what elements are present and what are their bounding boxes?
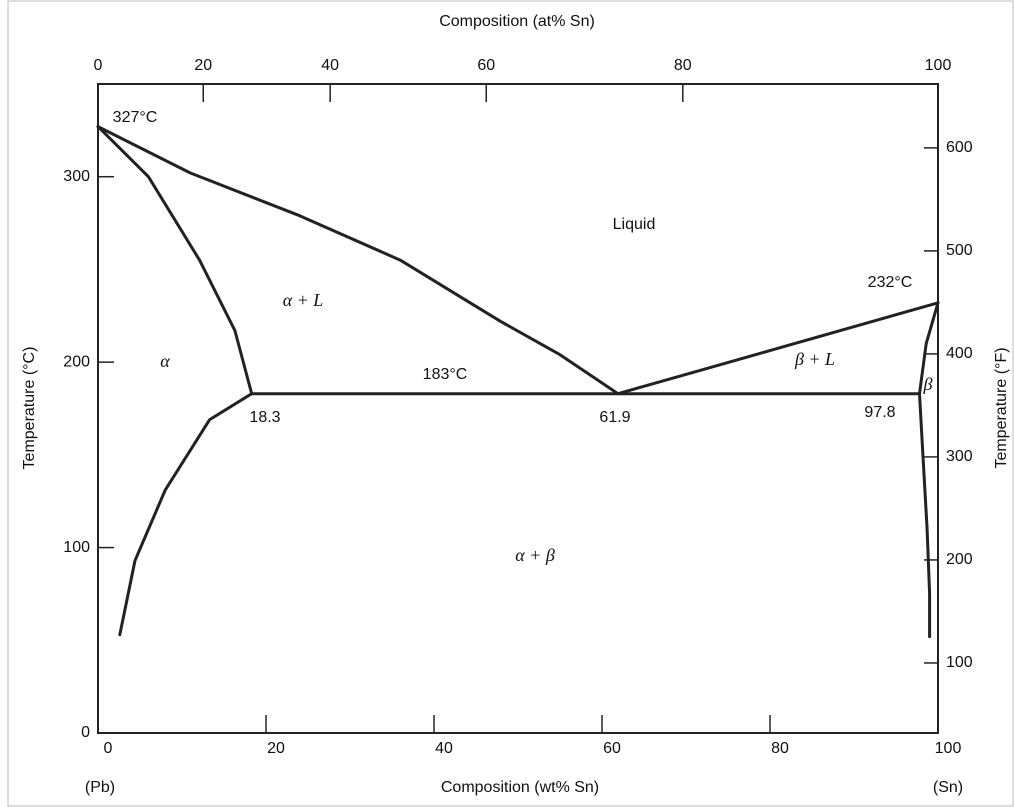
annotation: α + β [515,545,555,565]
y2-tick-label: 500 [946,242,973,259]
x2-tick-label: 100 [925,57,952,74]
annotation: 232°C [868,274,913,291]
plot-frame [98,84,938,733]
end-label: (Sn) [933,779,963,796]
y-tick-label: 200 [63,353,90,370]
y2-tick-label: 600 [946,139,973,156]
y-axis-title: Temperature (°C) [21,347,38,470]
annotation: 61.9 [599,409,630,426]
annotation: β [923,374,933,394]
x-tick-label: 40 [435,740,453,757]
phase-boundary [98,127,618,394]
x-axis-title: Composition (wt% Sn) [441,779,599,796]
x2-tick-label: 0 [94,57,103,74]
annotation: 97.8 [864,404,895,421]
y2-tick-label: 200 [946,551,973,568]
page-frame [8,1,1013,806]
y2-tick-label: 400 [946,345,973,362]
y-tick-label: 100 [63,539,90,556]
x-tick-label: 0 [104,740,113,757]
end-label: (Pb) [85,779,115,796]
y-tick-label: 0 [81,724,90,741]
x-tick-label: 60 [603,740,621,757]
x2-tick-label: 60 [477,57,495,74]
chart: Composition (at% Sn) Composition (wt% Sn… [0,0,1014,807]
annotation: 18.3 [249,409,280,426]
x2-tick-label: 40 [321,57,339,74]
phase-boundary [920,394,930,637]
y-tick-label: 300 [63,168,90,185]
annotation: 183°C [423,366,468,383]
annotation: α + L [283,290,324,310]
y2-tick-label: 100 [946,654,973,671]
phase-boundary [120,394,252,635]
x-tick-label: 80 [771,740,789,757]
annotation: α [160,351,170,371]
annotation: β + L [794,349,835,369]
x2-axis-title: Composition (at% Sn) [439,13,595,30]
annotation: 327°C [113,109,158,126]
annotation: Liquid [613,216,656,233]
y2-tick-label: 300 [946,448,973,465]
x2-tick-label: 20 [194,57,212,74]
x2-tick-label: 80 [674,57,692,74]
x-tick-label: 20 [267,740,285,757]
phase-boundary [618,303,938,394]
y2-axis-title: Temperature (°F) [993,347,1010,468]
x-tick-label: 100 [935,740,962,757]
